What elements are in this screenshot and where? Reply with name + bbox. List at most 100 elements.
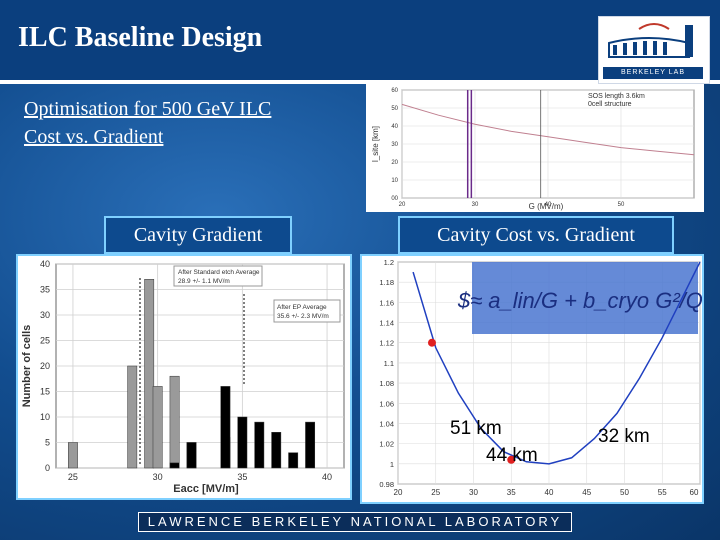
subtitle-line-2: Cost vs. Gradient: [24, 126, 164, 148]
histogram-y-tick: 35: [40, 285, 50, 295]
histogram-y-label: Number of cells: [21, 325, 33, 408]
histogram-y-ticks: 0 5 10 15 20 25 30 35 40: [40, 259, 50, 473]
length-y-tick: 50: [391, 106, 398, 112]
cost-x-tick: 45: [582, 488, 591, 497]
histogram-x-tick: 40: [322, 472, 332, 482]
length-annotation-1: SOS length 3.6km: [588, 93, 645, 100]
length-y-tick: 30: [391, 142, 398, 148]
histogram-x-tick: 30: [153, 472, 163, 482]
lbnl-footer: LAWRENCE BERKELEY NATIONAL LABORATORY: [138, 512, 572, 532]
cost-y-tick: 1.14: [379, 319, 394, 328]
histogram-bar: [169, 375, 180, 469]
cost-y-ticks: 0.98 1 1.02 1.04 1.06 1.08 1.1 1.12 1.14 1.16 1.18…: [379, 258, 394, 489]
legend-etch-line-1: After Standard etch Average: [178, 269, 260, 276]
histogram-bar: [152, 386, 163, 469]
cost-x-tick: 20: [394, 488, 403, 497]
length-x-label: G (MV/m): [529, 202, 564, 211]
formula-box: [472, 262, 698, 334]
label-44-km: 44 km: [486, 445, 538, 466]
histogram-bar: [169, 462, 180, 469]
histogram-x-label: Eacc [MV/m]: [173, 483, 239, 495]
cost-y-tick: 1: [390, 460, 394, 469]
cost-points: [427, 338, 516, 464]
histogram-x-tick: 35: [237, 472, 247, 482]
length-vs-gradient-graph: 00 10 20 30 40 50 60 20 30 40 50 SOS length 3.6km…: [366, 84, 704, 212]
length-curve: [401, 103, 695, 156]
length-graph-svg: 00 10 20 30 40 50 60 20 30 40 50 SOS length 3.6km…: [371, 88, 695, 211]
length-vertical-lines: [466, 90, 542, 198]
subtitle-line-1: Optimisation for 500 GeV ILC: [24, 98, 272, 120]
histogram-svg: 0 5 10 15 20 25 30 35 40 25 30 35 40 After Standard…: [21, 259, 345, 495]
cost-grid: [397, 261, 701, 485]
logo-text: BERKELEY LAB: [603, 67, 703, 79]
legend-ep-box: [273, 299, 341, 323]
cost-x-tick: 30: [469, 488, 478, 497]
cost-y-tick: 1.02: [379, 440, 394, 449]
length-grid: [401, 89, 694, 199]
length-annotation-2: 0cell structure: [588, 101, 632, 108]
cost-point: [507, 455, 516, 464]
histogram-y-tick: 0: [45, 463, 50, 473]
cavity-cost-label: Cavity Cost vs. Gradient: [398, 216, 674, 254]
cost-y-tick: 1.04: [379, 419, 394, 428]
histogram-y-tick: 15: [40, 387, 50, 397]
histogram-bar: [68, 442, 78, 469]
label-32-km: 32 km: [598, 426, 650, 447]
histogram-y-tick: 10: [40, 412, 50, 422]
cost-formula: $≈ a_lin/G + b_cryo G²/Q₀: [457, 288, 702, 313]
length-x-tick: 30: [472, 202, 479, 208]
histogram-bar: [271, 432, 282, 469]
length-y-tick: 60: [391, 88, 398, 94]
length-y-tick: 00: [391, 196, 398, 202]
cost-y-tick: 1.06: [379, 399, 394, 408]
legend-etch-line-2: 28.9 +/- 1.1 MV/m: [178, 278, 230, 285]
length-x-ticks: 20 30 40 50: [399, 202, 625, 208]
cost-x-ticks: 20 25 30 35 40 45 50 55 60: [394, 488, 699, 497]
cost-x-tick: 60: [690, 488, 699, 497]
histogram-bar: [305, 421, 316, 469]
legend-etch-box: [173, 265, 263, 287]
label-51-km: 51 km: [450, 418, 502, 439]
cost-vs-gradient-chart: 0.98 1 1.02 1.04 1.06 1.08 1.1 1.12 1.14 1.16 1.18…: [360, 254, 712, 504]
cost-y-tick: 0.98: [379, 480, 394, 489]
length-y-ticks: 00 10 20 30 40 50 60: [391, 88, 398, 202]
histogram-bar: [186, 442, 197, 469]
histogram-y-tick: 25: [40, 336, 50, 346]
cost-x-tick: 55: [658, 488, 667, 497]
legend-ep-line-2: 35.6 +/- 2.3 MV/m: [277, 313, 329, 320]
cost-x-tick: 50: [620, 488, 629, 497]
length-x-tick: 50: [618, 202, 625, 208]
histogram-bar: [254, 421, 265, 469]
cost-x-tick: 25: [431, 488, 440, 497]
histogram-y-tick: 20: [40, 361, 50, 371]
cost-y-tick: 1.12: [379, 339, 394, 348]
slide-title: ILC Baseline Design: [18, 22, 263, 53]
length-y-label: l_site [km]: [371, 126, 380, 162]
cost-point: [427, 338, 436, 347]
cost-curve: [412, 261, 701, 465]
histogram-x-tick: 25: [68, 472, 78, 482]
histogram-bar: [127, 365, 138, 469]
histogram-grid: [56, 263, 344, 469]
histogram-bars: [68, 279, 316, 469]
cost-y-tick: 1.16: [379, 298, 394, 307]
cost-y-tick: 1.18: [379, 278, 394, 287]
histogram-bar: [220, 386, 231, 469]
length-x-tick: 20: [399, 202, 406, 208]
length-y-tick: 10: [391, 178, 398, 184]
berkeley-lab-logo: BERKELEY LAB: [598, 16, 710, 84]
logo-building-icon: [608, 23, 693, 58]
cost-y-tick: 1.1: [384, 359, 394, 368]
cost-x-tick: 40: [545, 488, 554, 497]
cost-svg: 0.98 1 1.02 1.04 1.06 1.08 1.1 1.12 1.14 1.16 1.18…: [379, 258, 712, 497]
length-y-tick: 20: [391, 160, 398, 166]
histogram-bar: [237, 416, 248, 469]
histogram-y-tick: 30: [40, 310, 50, 320]
histogram-y-tick: 40: [40, 259, 50, 269]
legend-ep-line-1: After EP Average: [277, 304, 327, 311]
histogram-bar: [144, 279, 155, 469]
cost-y-tick: 1.2: [384, 258, 394, 267]
cavity-gradient-label: Cavity Gradient: [104, 216, 292, 254]
histogram-y-tick: 5: [45, 438, 50, 448]
title-divider: [0, 80, 720, 84]
